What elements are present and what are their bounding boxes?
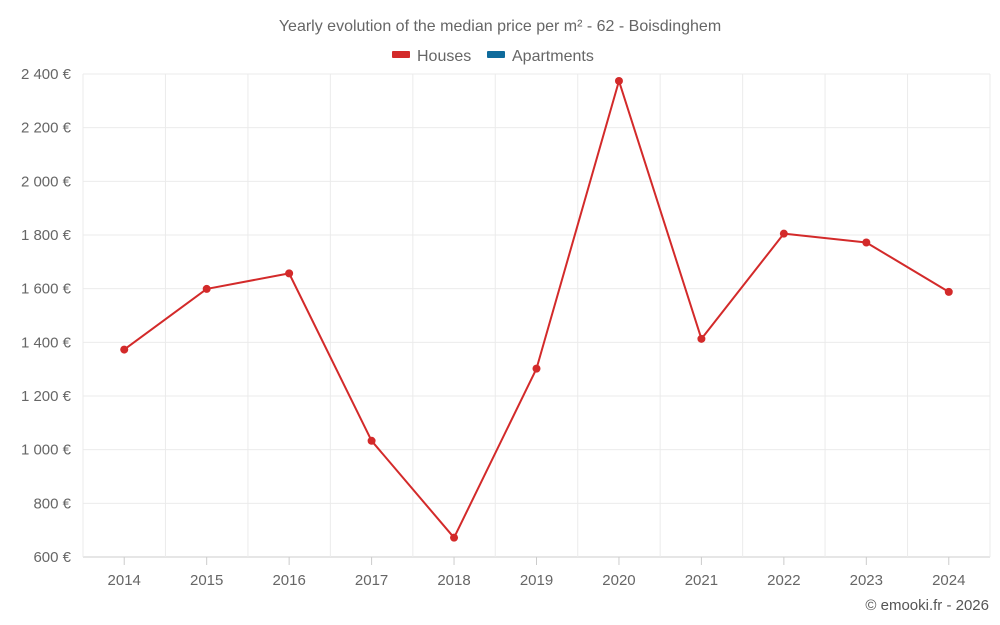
data-point-2019[interactable] [532,364,541,373]
legend-swatch-houses [392,51,410,58]
grid [82,73,991,558]
data-point-2014[interactable] [120,345,129,354]
x-tick-label: 2014 [108,572,141,589]
data-point-2021[interactable] [697,334,706,343]
data-point-2016[interactable] [285,269,294,278]
x-tick-label: 2019 [520,572,553,589]
y-axis: 600 € 800 € 1 000 € 1 200 € 1 400 € 1 600 € 1 … [21,66,72,566]
y-tick-label: 800 € [33,495,71,512]
y-tick-label: 1 400 € [21,334,72,351]
data-point-2018[interactable] [450,533,459,542]
y-tick-label: 1 200 € [21,388,72,405]
y-tick-label: 1 000 € [21,442,72,459]
data-point-2023[interactable] [862,238,871,247]
x-axis: 2014 2015 2016 2017 2018 2019 2020 2021 2022 2023… [108,557,965,589]
x-tick-label: 2024 [932,572,965,589]
x-tick-label: 2020 [602,572,635,589]
x-tick-label: 2021 [685,572,718,589]
y-tick-label: 2 400 € [21,66,72,83]
legend-item-houses[interactable]: Houses [392,48,471,65]
x-tick-label: 2018 [437,572,470,589]
data-point-2022[interactable] [779,229,788,238]
legend-swatch-apartments [487,51,505,58]
legend-item-apartments[interactable]: Apartments [487,48,594,65]
data-point-2024[interactable] [944,287,953,296]
x-tick-label: 2015 [190,572,223,589]
legend-label-apartments: Apartments [512,48,594,65]
legend-label-houses: Houses [417,48,471,65]
data-point-2017[interactable] [367,436,376,445]
x-tick-label: 2022 [767,572,800,589]
x-tick-label: 2023 [850,572,883,589]
y-tick-label: 2 200 € [21,120,72,137]
y-tick-label: 1 600 € [21,281,72,298]
data-point-2015[interactable] [202,284,211,293]
series-houses [120,76,953,542]
legend: Houses Apartments [392,48,594,65]
data-point-2020[interactable] [614,76,623,85]
y-tick-label: 600 € [33,549,71,566]
x-tick-label: 2017 [355,572,388,589]
x-tick-label: 2016 [272,572,305,589]
y-tick-label: 1 800 € [21,227,72,244]
y-tick-label: 2 000 € [21,173,72,190]
chart-title: Yearly evolution of the median price per… [279,18,721,35]
credit-text: © emooki.fr - 2026 [865,597,989,614]
